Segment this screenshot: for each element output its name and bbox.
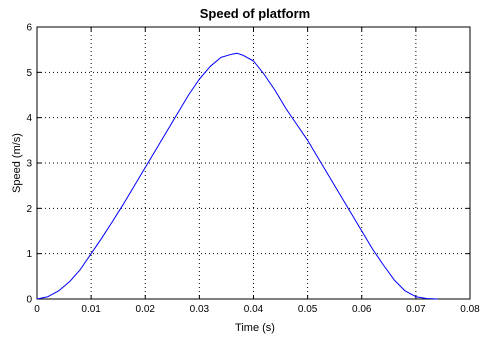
x-tick-label: 0: [34, 304, 40, 315]
y-tick-label: 0: [26, 295, 32, 306]
series-line-1: [36, 52, 438, 300]
grid-lines: [37, 27, 470, 299]
x-tick-label: 0.05: [298, 304, 318, 315]
x-axis-label: Time (s): [235, 322, 275, 334]
x-tick-label: 0.02: [136, 304, 156, 315]
y-tick-label: 3: [26, 159, 32, 170]
x-tick-label: 0.06: [352, 304, 372, 315]
series-layer: [36, 52, 438, 300]
chart-title: Speed of platform: [200, 6, 311, 21]
x-tick-label: 0.03: [190, 304, 210, 315]
x-tick-label: 0.01: [81, 304, 101, 315]
y-tick-label: 5: [26, 68, 32, 79]
y-tick-label: 1: [26, 249, 32, 260]
tick-marks: 0 0.01 0.02 0.03 0.04 0.05 0.06 0.07 0.08 0 1 2 3 4 5 6: [26, 23, 480, 316]
y-axis-label: Speed (m/s): [11, 133, 23, 193]
x-tick-label: 0.08: [460, 304, 480, 315]
y-tick-label: 4: [26, 113, 32, 124]
y-tick-label: 2: [26, 204, 32, 215]
x-tick-label: 0.07: [406, 304, 426, 315]
y-tick-label: 6: [26, 23, 32, 34]
x-tick-label: 0.04: [244, 304, 264, 315]
